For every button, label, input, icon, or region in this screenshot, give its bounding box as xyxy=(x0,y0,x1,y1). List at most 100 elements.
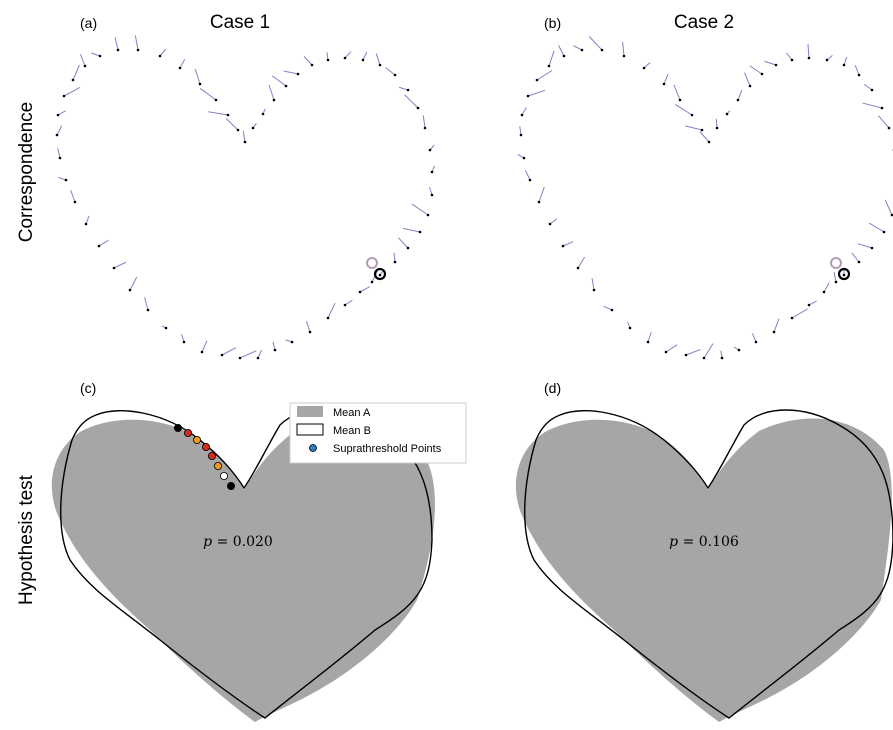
correspondence-vector xyxy=(521,107,527,116)
correspondence-vector xyxy=(159,48,167,57)
p-value-d: p = 0.106 xyxy=(669,534,739,550)
correspondence-vector xyxy=(864,83,873,91)
correspondence-vector xyxy=(179,59,186,69)
landmark-point xyxy=(136,48,140,52)
landmark-point xyxy=(887,126,891,130)
landmark-point xyxy=(807,303,811,307)
landmark-point xyxy=(548,222,552,226)
landmark-point xyxy=(736,98,740,102)
landmark-point xyxy=(690,113,694,117)
landmark-point xyxy=(393,260,397,264)
landmark-point xyxy=(880,106,884,110)
landmark-point xyxy=(790,58,794,62)
correspondence-vector xyxy=(283,70,299,75)
panel-a-correspondence xyxy=(55,35,436,360)
landmark-point xyxy=(882,230,886,234)
landmark-point xyxy=(725,112,729,116)
correspondence-vector xyxy=(271,75,287,87)
correspondence-vector xyxy=(385,67,396,76)
correspondence-vector xyxy=(85,215,90,225)
landmark-point xyxy=(58,156,62,160)
correspondence-vector xyxy=(429,186,433,196)
landmark-point xyxy=(378,63,382,67)
suprathreshold-point xyxy=(192,435,201,444)
correspondence-vector xyxy=(362,51,368,61)
landmark-point xyxy=(83,64,87,68)
landmark-point xyxy=(720,356,724,360)
landmark-point xyxy=(870,246,874,250)
correspondence-vector xyxy=(869,222,885,233)
landmark-point xyxy=(112,266,116,270)
landmark-point xyxy=(662,82,666,86)
landmark-point xyxy=(664,350,668,354)
landmark-point xyxy=(642,66,646,70)
correspondence-vector xyxy=(588,36,603,51)
suprathreshold-points xyxy=(173,423,235,490)
landmark-point xyxy=(178,66,182,70)
landmark-point xyxy=(55,133,59,137)
correspondence-vector xyxy=(673,84,681,101)
landmark-point xyxy=(418,230,422,234)
suprathreshold-point xyxy=(173,423,182,432)
landmark-point xyxy=(308,330,312,334)
correspondence-vector xyxy=(549,218,558,225)
correspondence-vector xyxy=(536,69,553,81)
correspondence-vector xyxy=(113,261,127,269)
landmark-point xyxy=(430,193,434,197)
correspondence-vector xyxy=(573,45,583,51)
correspondence-vector xyxy=(833,271,837,283)
landmark-point xyxy=(825,58,829,62)
landmark-point xyxy=(64,178,68,182)
correspondence-vector xyxy=(91,52,101,57)
correspondence-vector xyxy=(225,118,239,131)
landmark-point xyxy=(236,128,240,132)
landmark-point xyxy=(834,280,838,284)
column-title-case-1: Case 1 xyxy=(210,12,270,33)
correspondence-vector xyxy=(344,51,352,59)
landmark-point xyxy=(243,140,247,144)
landmark-point xyxy=(748,84,752,88)
correspondence-vector xyxy=(114,36,119,51)
landmark-point xyxy=(406,246,410,250)
mean-b-outline xyxy=(524,409,893,719)
landmark-point xyxy=(378,273,382,277)
landmark-point xyxy=(715,126,719,130)
suprathreshold-point xyxy=(207,451,216,460)
correspondence-vector xyxy=(562,241,574,247)
correspondence-vector xyxy=(751,333,757,343)
mean-b-outline xyxy=(60,409,433,719)
correspondence-vector xyxy=(737,89,743,101)
legend-swatch-mean-a xyxy=(297,406,323,417)
correspondence-vector xyxy=(201,340,208,353)
landmark-point xyxy=(406,88,410,92)
landmark-point xyxy=(737,348,741,352)
correspondence-vector xyxy=(591,278,595,291)
correspondence-vector xyxy=(57,110,66,116)
landmark-point xyxy=(296,72,300,76)
start-marker-b xyxy=(837,267,851,281)
correspondence-vector xyxy=(402,227,421,233)
landmark-point xyxy=(310,63,314,67)
landmark-point xyxy=(528,178,532,182)
correspondence-vector xyxy=(393,252,396,263)
panel-d-hypothesis-test: p = 0.106 xyxy=(515,409,893,722)
landmark-point xyxy=(522,156,526,160)
landmark-point xyxy=(226,113,230,117)
landmark-point xyxy=(361,58,365,62)
correspondence-vector xyxy=(685,348,701,356)
landmark-point xyxy=(610,308,614,312)
correspondence-vector xyxy=(851,252,860,263)
landmark-point xyxy=(700,128,704,132)
correspondence-vector xyxy=(823,282,830,293)
landmark-point xyxy=(561,244,565,248)
start-marker-b xyxy=(373,267,387,281)
correspondence-vector xyxy=(221,347,237,356)
suprathreshold-point xyxy=(183,428,192,437)
landmark-point xyxy=(628,326,632,330)
p-value-c: p = 0.020 xyxy=(203,534,273,550)
landmark-point xyxy=(592,288,596,292)
correspondence-vector xyxy=(397,237,409,249)
landmark-point xyxy=(684,353,688,357)
correspondence-vector xyxy=(807,44,810,59)
panel-b-correspondence xyxy=(517,36,893,360)
